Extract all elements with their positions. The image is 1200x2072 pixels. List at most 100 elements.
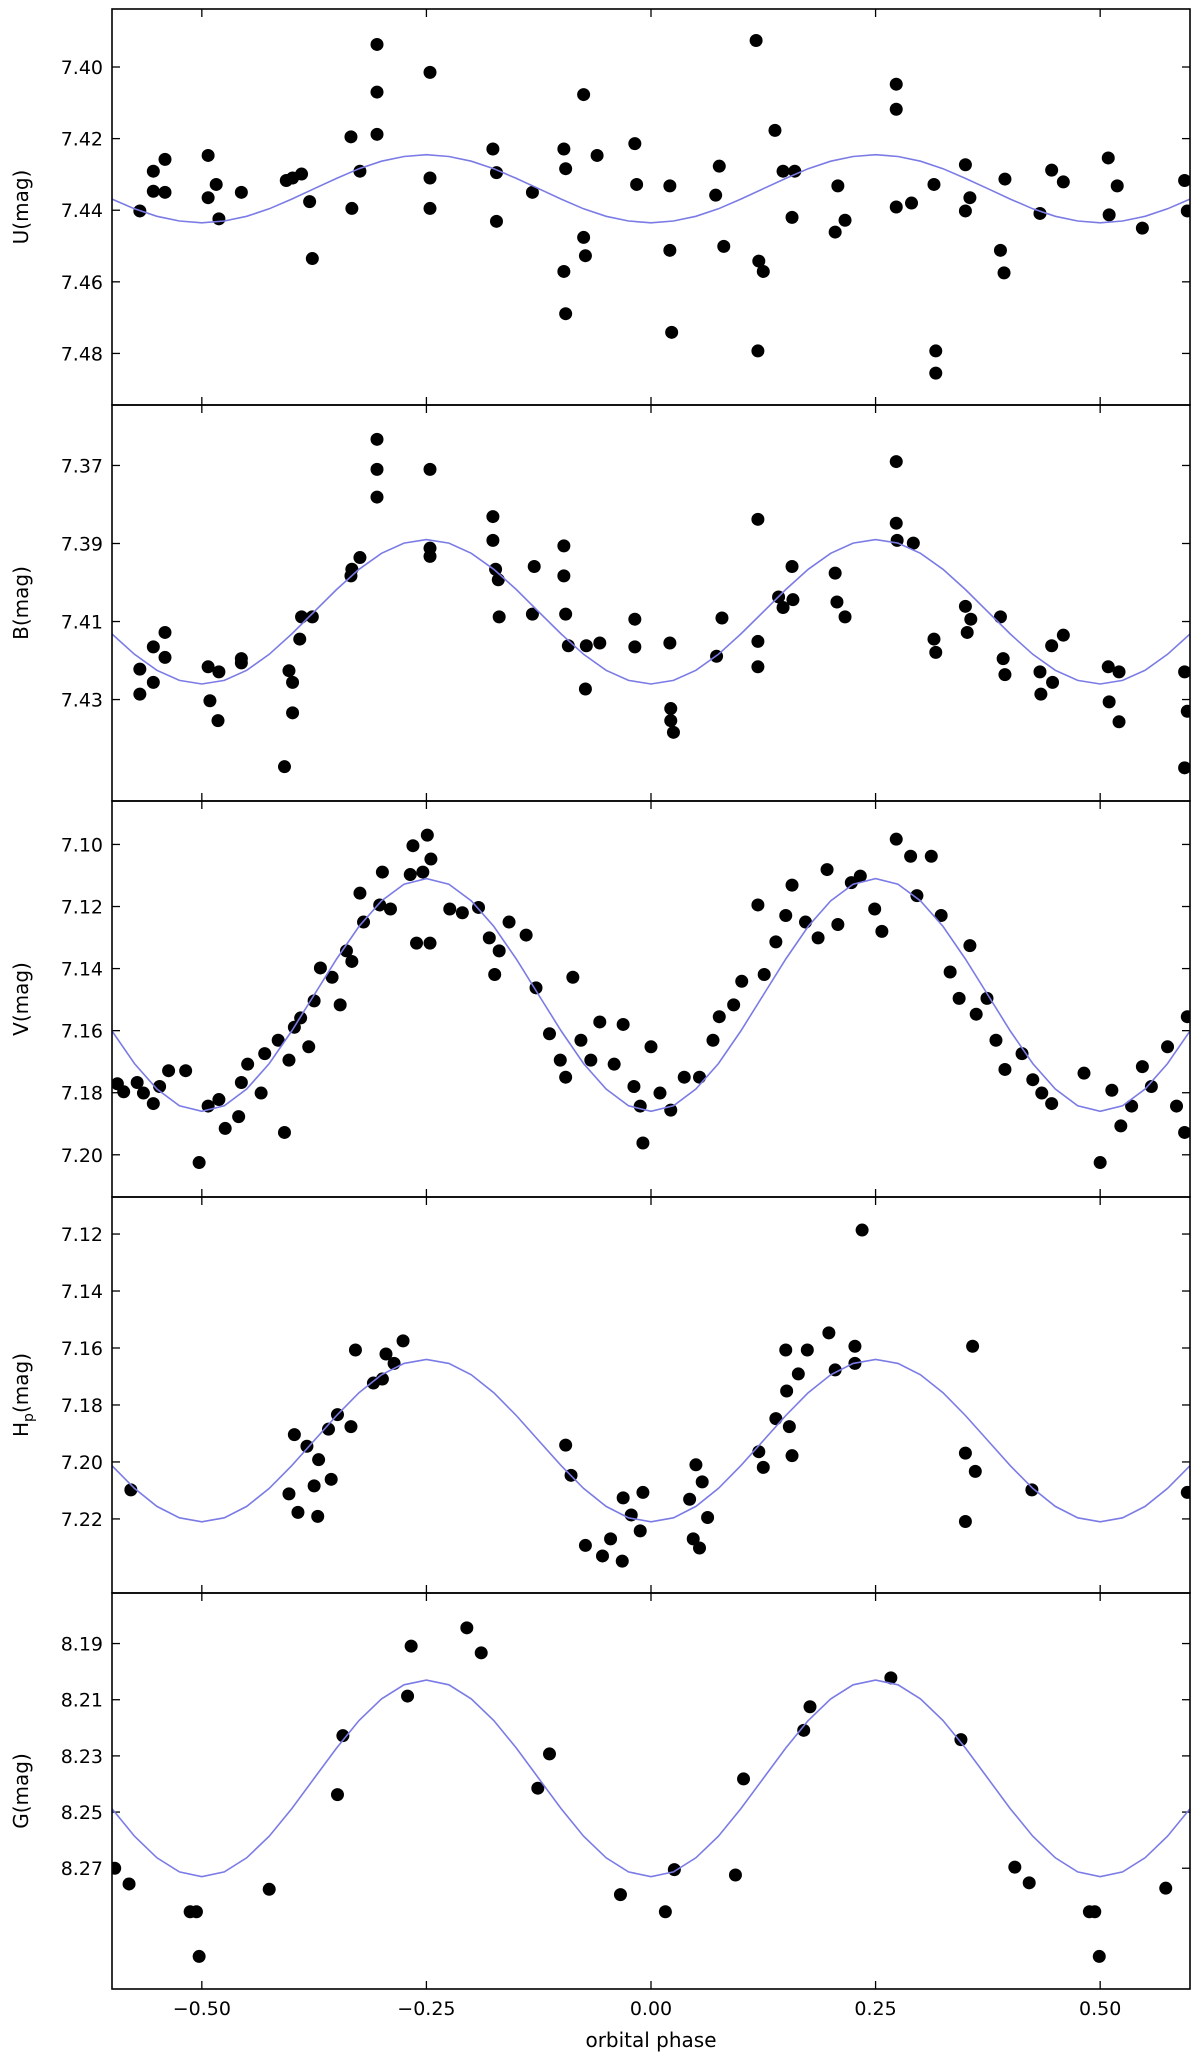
data-point [633, 1524, 647, 1538]
data-point [423, 65, 437, 79]
data-point [158, 625, 172, 639]
y-tick-label: 7.20 [61, 1145, 103, 1167]
y-tick-label: 7.44 [61, 200, 103, 222]
y-tick-label: 7.12 [61, 897, 103, 919]
data-point [559, 307, 573, 321]
y-tick-label: 8.25 [61, 1802, 103, 1824]
panel-frame [111, 404, 1191, 802]
data-point [1093, 1156, 1107, 1170]
data-point [768, 123, 782, 137]
y-axis-label-part: H [9, 1422, 33, 1437]
data-point [615, 1554, 629, 1568]
data-point [607, 1057, 621, 1071]
data-point [1045, 639, 1059, 653]
data-point [492, 610, 506, 624]
y-tick-label: 7.12 [61, 1224, 103, 1246]
data-point [212, 1093, 226, 1107]
data-point [712, 159, 726, 173]
data-point [663, 179, 677, 193]
data-point [1161, 1040, 1175, 1054]
data-point [998, 172, 1012, 186]
data-point [1180, 704, 1190, 718]
data-point [1046, 675, 1060, 689]
data-point [574, 1033, 588, 1047]
y-tick-label: 7.10 [61, 834, 103, 856]
data-point [889, 200, 903, 214]
fit-curve [112, 1358, 1190, 1523]
data-point [779, 909, 793, 923]
data-point [853, 869, 867, 883]
data-point [788, 164, 802, 178]
y-axis-label-part: (mag) [9, 1353, 33, 1413]
data-point [130, 1075, 144, 1089]
data-point [838, 213, 852, 227]
data-point [403, 868, 417, 882]
data-point [146, 164, 160, 178]
data-point [124, 1483, 138, 1497]
data-point [844, 876, 858, 890]
data-point [1056, 175, 1070, 189]
data-point [262, 1882, 276, 1896]
data-point [628, 640, 642, 654]
data-point [666, 725, 680, 739]
data-point [616, 1017, 630, 1031]
data-point [776, 164, 790, 178]
data-point [958, 158, 972, 172]
fit-curve [112, 1679, 1190, 1878]
data-point [799, 915, 813, 929]
data-point [791, 1367, 805, 1381]
data-point [968, 1464, 982, 1478]
data-point [489, 214, 503, 228]
data-point [287, 1428, 301, 1442]
data-point [667, 1863, 681, 1877]
y-tick-label: 8.23 [61, 1746, 103, 1768]
data-point [797, 1723, 811, 1737]
data-point [122, 1877, 136, 1891]
y-tick-label: 7.20 [61, 1452, 103, 1474]
data-point [963, 191, 977, 205]
data-point [211, 714, 225, 728]
data-point [542, 1027, 556, 1041]
data-point [531, 1781, 545, 1795]
y-tick-label: 7.43 [61, 690, 103, 712]
data-point [282, 664, 296, 678]
data-point [636, 1485, 650, 1499]
data-point [286, 675, 300, 689]
data-point [492, 944, 506, 958]
points [133, 432, 1190, 775]
data-point [993, 243, 1007, 257]
data-point [969, 1007, 983, 1021]
data-point [486, 510, 500, 524]
data-point [300, 1439, 314, 1453]
data-point [593, 1015, 607, 1029]
data-point [241, 1057, 255, 1071]
data-point [305, 252, 319, 266]
data-point [1092, 1949, 1106, 1963]
data-point [234, 1075, 248, 1089]
data-point [997, 266, 1011, 280]
points [133, 34, 1190, 380]
data-point [663, 636, 677, 650]
points [112, 828, 1190, 1170]
data-point [578, 249, 592, 263]
data-point [232, 1110, 246, 1124]
data-point [379, 1347, 393, 1361]
data-point [311, 1509, 325, 1523]
data-point [1159, 1881, 1173, 1895]
data-point [1101, 660, 1115, 674]
points [124, 1223, 1190, 1568]
data-point [785, 210, 799, 224]
y-tick-label: 7.18 [61, 1083, 103, 1105]
data-point [769, 935, 783, 949]
data-point [234, 652, 248, 666]
data-point [664, 1103, 678, 1117]
data-point [737, 1772, 751, 1786]
data-point [628, 137, 642, 151]
fit-curve [112, 877, 1190, 1113]
data-point [693, 1541, 707, 1555]
x-tick-label: 0.25 [854, 1998, 896, 2020]
data-point [838, 610, 852, 624]
y-tick-label: 7.22 [61, 1509, 103, 1531]
data-point [460, 1621, 474, 1635]
data-point [963, 939, 977, 953]
